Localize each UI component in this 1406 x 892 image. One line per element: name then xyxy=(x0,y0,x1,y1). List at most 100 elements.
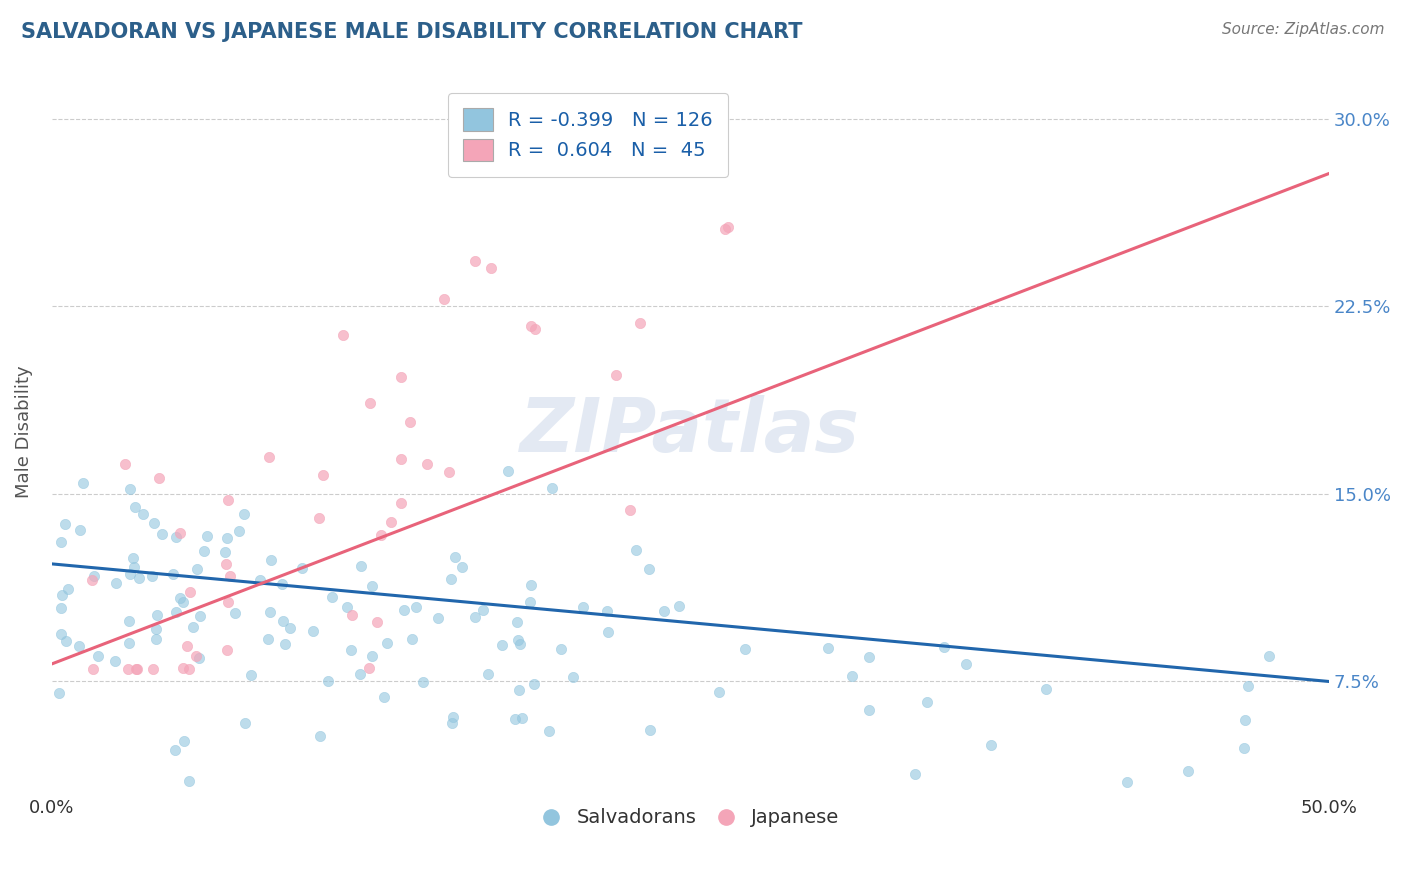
Point xyxy=(412,675,434,690)
Point xyxy=(232,507,254,521)
Point xyxy=(51,588,73,602)
Point xyxy=(392,603,415,617)
Point xyxy=(405,599,427,614)
Point xyxy=(503,712,526,726)
Point xyxy=(440,572,463,586)
Point xyxy=(142,662,165,676)
Point xyxy=(904,767,927,781)
Point xyxy=(638,723,661,737)
Point xyxy=(240,668,263,682)
Point xyxy=(439,465,461,479)
Point xyxy=(359,661,381,675)
Point xyxy=(114,457,136,471)
Point xyxy=(80,573,103,587)
Point xyxy=(668,599,690,614)
Point xyxy=(127,662,149,676)
Legend: Salvadorans, Japanese: Salvadorans, Japanese xyxy=(534,800,846,835)
Point xyxy=(510,711,533,725)
Point xyxy=(228,524,250,538)
Point xyxy=(217,493,239,508)
Point xyxy=(195,529,218,543)
Point xyxy=(173,734,195,748)
Point xyxy=(271,576,294,591)
Point xyxy=(217,595,239,609)
Point xyxy=(336,599,359,614)
Y-axis label: Male Disability: Male Disability xyxy=(15,365,32,498)
Point xyxy=(83,569,105,583)
Point xyxy=(224,606,246,620)
Point xyxy=(172,661,194,675)
Point xyxy=(233,716,256,731)
Point xyxy=(118,566,141,581)
Point xyxy=(523,677,546,691)
Point xyxy=(176,639,198,653)
Point xyxy=(118,482,141,496)
Point xyxy=(605,368,627,383)
Text: SALVADORAN VS JAPANESE MALE DISABILITY CORRELATION CHART: SALVADORAN VS JAPANESE MALE DISABILITY C… xyxy=(21,22,803,42)
Point xyxy=(145,632,167,646)
Point xyxy=(509,638,531,652)
Point xyxy=(122,559,145,574)
Point xyxy=(443,549,465,564)
Point xyxy=(380,516,402,530)
Point xyxy=(415,457,437,471)
Point xyxy=(817,641,839,656)
Point xyxy=(717,220,740,235)
Point xyxy=(562,670,585,684)
Point xyxy=(340,643,363,657)
Point xyxy=(479,261,502,276)
Point xyxy=(637,562,659,576)
Point xyxy=(177,662,200,676)
Point xyxy=(1035,681,1057,696)
Point xyxy=(1177,764,1199,778)
Point xyxy=(145,622,167,636)
Point xyxy=(316,673,339,688)
Point xyxy=(48,686,70,700)
Point xyxy=(172,595,194,609)
Point xyxy=(177,774,200,789)
Point xyxy=(619,503,641,517)
Point xyxy=(915,695,938,709)
Point xyxy=(49,627,72,641)
Point xyxy=(932,640,955,654)
Point xyxy=(118,636,141,650)
Point xyxy=(67,640,90,654)
Point xyxy=(193,543,215,558)
Point xyxy=(312,467,335,482)
Point xyxy=(257,450,280,464)
Text: Source: ZipAtlas.com: Source: ZipAtlas.com xyxy=(1222,22,1385,37)
Point xyxy=(540,481,562,495)
Point xyxy=(141,569,163,583)
Point xyxy=(128,571,150,585)
Point xyxy=(441,709,464,723)
Point xyxy=(550,642,572,657)
Point xyxy=(1115,774,1137,789)
Point xyxy=(278,621,301,635)
Point xyxy=(152,526,174,541)
Point xyxy=(72,475,94,490)
Point xyxy=(308,511,330,525)
Point xyxy=(301,624,323,639)
Point xyxy=(858,703,880,717)
Point xyxy=(104,654,127,668)
Point xyxy=(520,319,543,334)
Point xyxy=(464,253,486,268)
Point xyxy=(624,543,647,558)
Point xyxy=(523,322,546,336)
Point xyxy=(184,649,207,664)
Point xyxy=(349,666,371,681)
Point xyxy=(506,633,529,648)
Point xyxy=(491,638,513,652)
Point xyxy=(309,729,332,743)
Point xyxy=(82,662,104,676)
Point xyxy=(165,605,187,619)
Point xyxy=(373,690,395,704)
Point xyxy=(165,742,187,756)
Point xyxy=(165,530,187,544)
Point xyxy=(121,551,143,566)
Point xyxy=(125,662,148,676)
Point xyxy=(472,602,495,616)
Point xyxy=(186,562,208,576)
Point xyxy=(537,723,560,738)
Point xyxy=(858,649,880,664)
